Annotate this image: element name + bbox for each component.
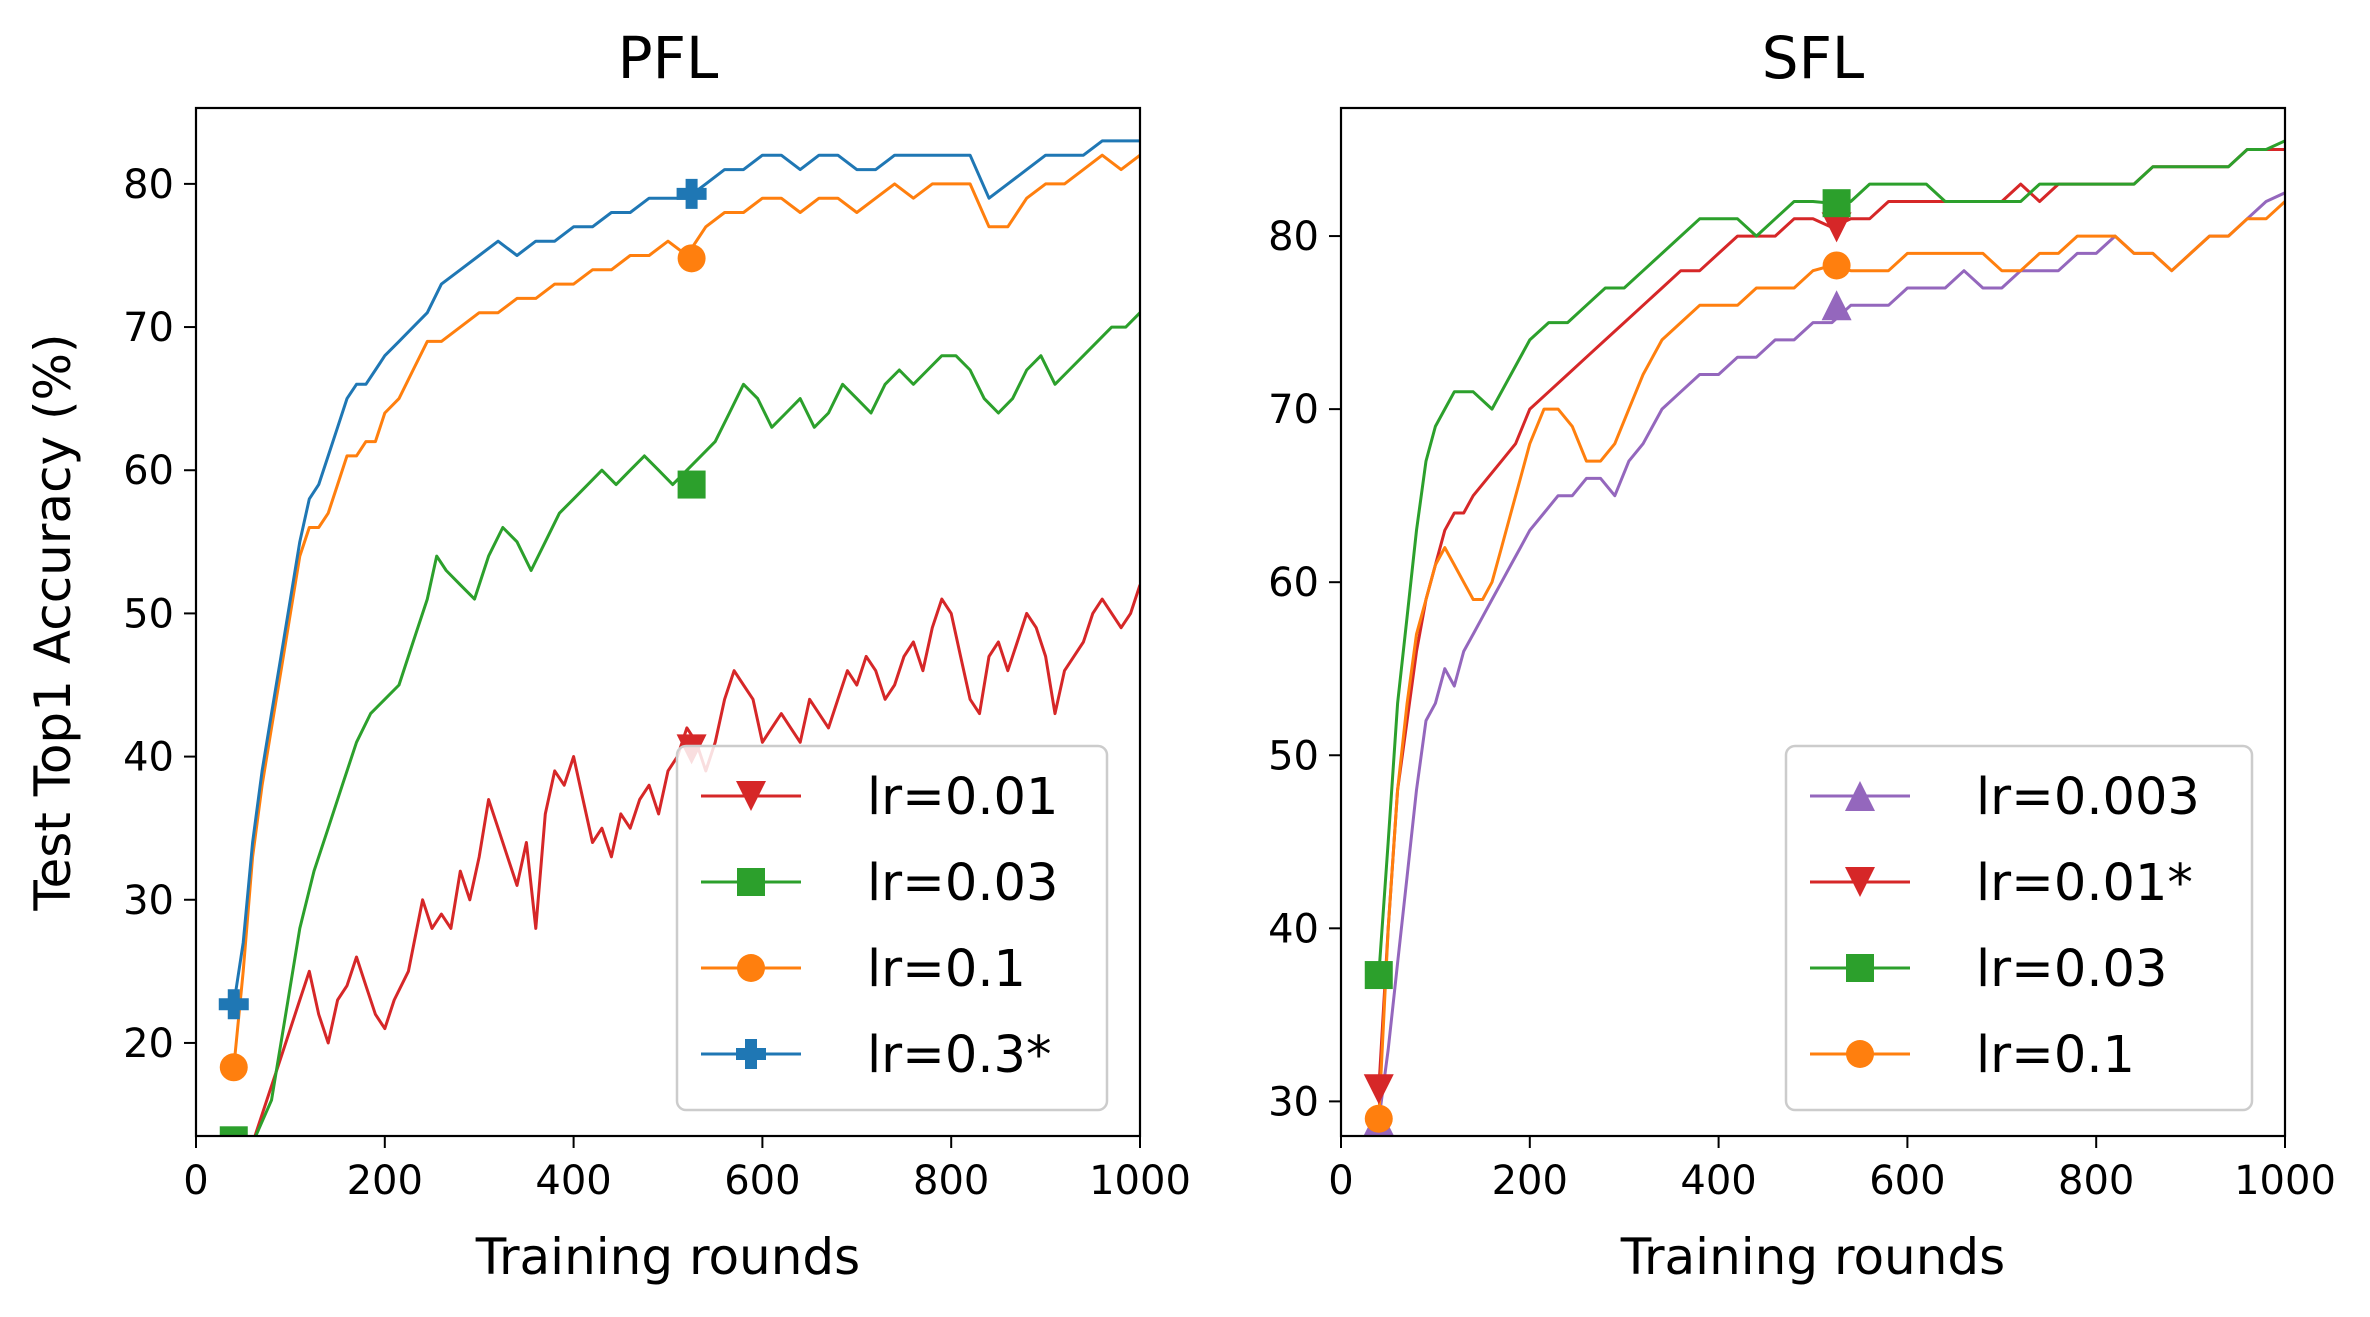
- plot-frame: [194, 106, 1142, 1138]
- x-tick-label: 800: [2058, 1158, 2134, 1204]
- series-marker-lr=0.03-1: [1822, 189, 1851, 218]
- x-tick-label: 600: [1869, 1158, 1945, 1204]
- series-group: [218, 139, 1140, 1170]
- x-axis-label: Training rounds: [475, 1228, 860, 1286]
- y-axis-label: Test Top1 Accuracy (%): [24, 333, 82, 911]
- series-marker-lr=0.01*-1: [1821, 212, 1852, 243]
- y-tick-label: 80: [123, 162, 174, 208]
- x-tick-label: 1000: [1089, 1158, 1191, 1204]
- legend-marker: [737, 954, 765, 982]
- series-line-lr=0.1: [232, 153, 1140, 1068]
- x-tick-label: 400: [535, 1158, 611, 1204]
- legend-marker: [1845, 867, 1875, 897]
- x-tick-label: 200: [1492, 1158, 1568, 1204]
- series-marker-lr=0.01*-0: [1363, 1074, 1394, 1105]
- legend-label: lr=0.1: [1976, 1026, 2135, 1085]
- y-tick-label: 30: [1268, 1079, 1319, 1125]
- series-marker-lr=0.1-1: [1822, 251, 1851, 280]
- series-marker-lr=0.3*-1: [676, 178, 707, 209]
- series-group: [1363, 139, 2285, 1136]
- series-line-lr=0.3*: [232, 139, 1140, 1005]
- series-marker-lr=0.03-1: [677, 470, 706, 499]
- series-marker-lr=0.1-1: [677, 244, 706, 273]
- x-tick-label: 200: [347, 1158, 423, 1204]
- plot-frame: [1339, 106, 2287, 1138]
- panel-sfl: 0 200 400 600 800 1000 30 40 50 60 70 80 SFL Training…: [1268, 24, 2336, 1286]
- legend-label: lr=0.03: [1976, 940, 2167, 999]
- series-line-lr=0.03: [1377, 139, 2285, 976]
- y-tick-label: 50: [1268, 733, 1319, 779]
- legend-marker: [737, 868, 765, 896]
- x-tick-label: 0: [183, 1158, 208, 1204]
- y-tick-label: 40: [1268, 906, 1319, 952]
- x-tick-label: 800: [913, 1158, 989, 1204]
- y-tick-label: 60: [123, 448, 174, 494]
- y-tick-label: 70: [123, 305, 174, 351]
- y-tick-label: 40: [123, 735, 174, 781]
- y-tick-label: 50: [123, 591, 174, 637]
- series-line-lr=0.003: [1377, 191, 2285, 1121]
- y-tick-label: 30: [123, 878, 174, 924]
- legend-label: lr=0.3*: [867, 1026, 1051, 1085]
- panel-pfl: 0 200 400 600 800 1000 20 30 40 50 60 70 80 PFL Traini…: [24, 24, 1191, 1286]
- legend-box: [1784, 744, 2254, 1112]
- x-tick-label: 400: [1680, 1158, 1756, 1204]
- legend-box: [675, 744, 1109, 1112]
- legend-label: lr=0.003: [1976, 768, 2200, 827]
- legend-label: lr=0.01: [867, 768, 1058, 827]
- legend: lr=0.003 lr=0.01* lr=0.03 lr=0.1: [1784, 744, 2254, 1112]
- x-tick-label: 600: [724, 1158, 800, 1204]
- y-tick-label: 80: [1268, 214, 1319, 260]
- series-marker-lr=0.03-0: [219, 1126, 248, 1136]
- y-tick-label: 20: [123, 1021, 174, 1067]
- x-axis-label: Training rounds: [1620, 1228, 2005, 1286]
- legend-marker: [736, 781, 766, 811]
- series-marker-lr=0.003-1: [1821, 290, 1852, 321]
- x-tick-label: 0: [1328, 1158, 1353, 1204]
- series-line-lr=0.03: [254, 311, 1140, 1136]
- legend: lr=0.01 lr=0.03 lr=0.1 lr=0.3*: [675, 744, 1109, 1112]
- chart-title: SFL: [1762, 24, 1865, 92]
- series-marker-lr=0.3*-0: [218, 989, 249, 1020]
- series-marker-lr=0.01-0: [219, 1140, 249, 1170]
- chart-title: PFL: [618, 24, 719, 92]
- series-line-lr=0.1: [1377, 200, 2285, 1119]
- series-marker-lr=0.1-0: [219, 1053, 248, 1082]
- legend-marker: [1846, 1040, 1874, 1068]
- legend-label: lr=0.1: [867, 940, 1026, 999]
- series-marker-lr=0.1-0: [1364, 1104, 1393, 1133]
- legend-marker: [736, 1039, 766, 1069]
- y-tick-label: 70: [1268, 387, 1319, 433]
- legend-label: lr=0.01*: [1976, 854, 2193, 913]
- legend-marker: [1845, 781, 1875, 811]
- y-tick-label: 60: [1268, 560, 1319, 606]
- legend-label: lr=0.03: [867, 854, 1058, 913]
- series-marker-lr=0.03-0: [1364, 961, 1393, 990]
- x-tick-label: 1000: [2234, 1158, 2336, 1204]
- legend-marker: [1846, 954, 1874, 982]
